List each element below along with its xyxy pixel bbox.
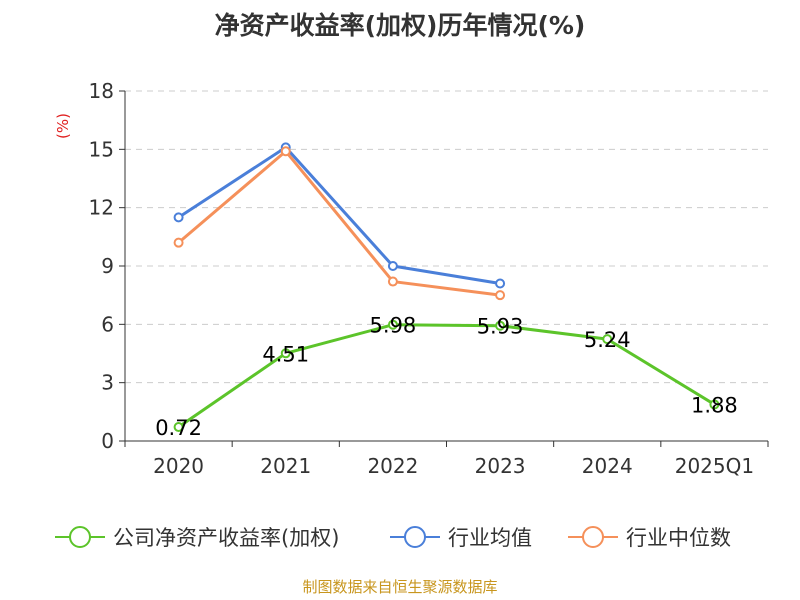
series-lines [173, 142, 720, 432]
series-2-point-2 [387, 276, 398, 287]
chart-title: 净资产收益率(加权)历年情况(%) [215, 11, 586, 40]
data-labels: 0.72 4.51 5.98 5.93 5.24 1.88 [155, 314, 738, 440]
series-1-point-2 [387, 261, 398, 271]
x-tick-label-2: 2022 [367, 454, 418, 478]
y-tick-label-5: 15 [89, 137, 114, 161]
data-label-2: 5.98 [370, 314, 417, 338]
series-1-point-3 [495, 278, 506, 289]
axes: 0 3 6 9 12 15 18 2020 2021 2022 2023 2024 2025Q1 [89, 79, 769, 478]
y-tick-label-2: 6 [101, 312, 114, 336]
data-label-5: 1.88 [691, 393, 738, 417]
series-0-point-4 [602, 334, 613, 345]
legend-label-1: 行业均值 [448, 526, 532, 550]
y-tick-label-0: 0 [101, 429, 114, 453]
series-1-point-0 [173, 212, 184, 223]
legend-item-0[interactable]: 公司净资产收益率(加权) [55, 526, 339, 550]
x-tick-label-5: 2025Q1 [675, 454, 754, 478]
gridlines [125, 90, 768, 384]
series-2-point-3 [495, 290, 506, 301]
legend-marker-1 [404, 526, 426, 548]
legend-label-0: 公司净资产收益率(加权) [113, 526, 339, 550]
data-label-0: 0.72 [155, 416, 202, 440]
legend-item-1[interactable]: 行业均值 [390, 526, 532, 550]
series-line-0 [177, 323, 716, 429]
y-tick-label-4: 12 [89, 196, 114, 220]
legend-label-2: 行业中位数 [626, 526, 731, 550]
x-tick-label-3: 2023 [475, 454, 526, 478]
source-note: 制图数据来自恒生聚源数据库 [302, 578, 497, 596]
y-tick-label-1: 3 [101, 371, 114, 395]
y-tick-label-3: 9 [101, 254, 114, 278]
legend-marker-2 [582, 526, 604, 548]
y-axis-label: (%) [54, 113, 72, 139]
series-2-point-0 [173, 237, 184, 248]
series-0-point-2 [387, 319, 398, 330]
legend[interactable]: 公司净资产收益率(加权) 行业均值 行业中位数 [55, 526, 731, 550]
data-label-3: 5.93 [477, 315, 524, 339]
series-line-1 [177, 145, 501, 285]
series-0-point-5 [709, 399, 720, 410]
data-label-1: 4.51 [262, 342, 309, 366]
legend-item-2[interactable]: 行业中位数 [568, 526, 731, 550]
x-tick-label-0: 2020 [153, 454, 204, 478]
x-tick-label-1: 2021 [260, 454, 311, 478]
series-0-point-1 [280, 348, 291, 359]
data-label-4: 5.24 [584, 328, 631, 352]
series-line-2 [177, 149, 501, 297]
series-0-point-3 [495, 320, 506, 331]
y-tick-label-6: 18 [89, 79, 114, 103]
series-0-point-0 [173, 422, 184, 432]
series-2-point-1 [280, 146, 291, 157]
legend-marker-0 [69, 526, 91, 548]
x-tick-label-4: 2024 [582, 454, 633, 478]
